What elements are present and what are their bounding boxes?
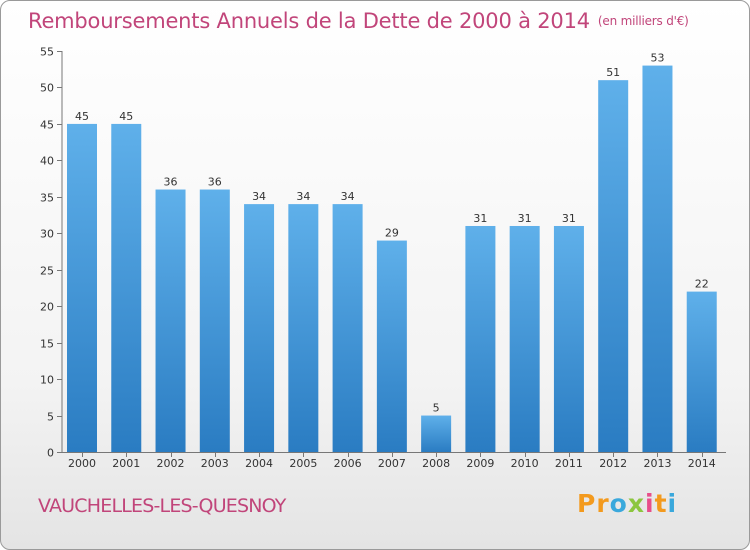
value-label-2002: 36 — [164, 176, 178, 189]
value-label-2010: 31 — [518, 212, 532, 225]
value-label-2011: 31 — [562, 212, 576, 225]
proxiti-logo: Proxiti — [577, 489, 677, 518]
value-label-2003: 36 — [208, 176, 222, 189]
value-label-2004: 34 — [252, 190, 266, 203]
value-label-2000: 45 — [75, 110, 89, 123]
y-tick-label-5: 5 — [47, 411, 54, 424]
bars-group: 45 45 36 36 34 34 34 29 5 31 31 31 51 53 22 — [67, 52, 717, 452]
y-tick-label-45: 45 — [40, 119, 54, 132]
chart-title: Remboursements Annuels de la Dette de 20… — [28, 9, 689, 33]
bar-2002 — [155, 189, 186, 452]
value-label-2012: 51 — [606, 66, 620, 79]
y-tick-label-10: 10 — [40, 374, 54, 387]
y-tick-label-30: 30 — [40, 228, 54, 241]
y-tick-label-55: 55 — [40, 46, 54, 59]
value-label-2014: 22 — [695, 278, 709, 291]
y-tick-label-0: 0 — [47, 447, 54, 460]
value-label-2007: 29 — [385, 227, 399, 240]
logo-part: i — [644, 489, 655, 518]
x-tick-label-2010: 2010 — [511, 457, 539, 470]
bar-2011 — [553, 225, 584, 452]
logo-part: o — [609, 489, 628, 518]
y-tick-label-40: 40 — [40, 155, 54, 168]
x-tick-label-2002: 2002 — [157, 457, 185, 470]
logo-part: i — [667, 489, 678, 518]
bar-2008 — [421, 415, 452, 452]
chart-unit: (en milliers d'€) — [597, 14, 689, 28]
commune-name: VAUCHELLES-LES-QUESNOY — [38, 495, 286, 517]
bar-2012 — [598, 80, 629, 452]
bar-2014 — [686, 291, 717, 452]
value-label-2013: 53 — [650, 52, 664, 65]
bar-2013 — [642, 65, 673, 452]
bar-2009 — [465, 225, 496, 452]
x-tick-label-2008: 2008 — [422, 457, 450, 470]
value-label-2001: 45 — [119, 110, 133, 123]
value-label-2009: 31 — [473, 212, 487, 225]
y-tick-label-15: 15 — [40, 338, 54, 351]
x-tick-label-2014: 2014 — [688, 457, 716, 470]
bar-2004 — [244, 204, 275, 452]
y-tick-label-20: 20 — [40, 301, 54, 314]
bar-2003 — [199, 189, 230, 452]
x-tick-label-2005: 2005 — [289, 457, 317, 470]
x-tick-label-2004: 2004 — [245, 457, 273, 470]
value-label-2008: 5 — [433, 402, 440, 415]
logo-part: x — [627, 489, 645, 518]
bar-2005 — [288, 204, 319, 452]
y-axis: 0 5 10 15 20 25 30 35 40 45 50 55 — [40, 46, 63, 460]
chart-title-text: Remboursements Annuels de la Dette de 20… — [28, 9, 590, 33]
x-tick-label-2000: 2000 — [68, 457, 96, 470]
x-tick-label-2013: 2013 — [643, 457, 671, 470]
value-label-2006: 34 — [341, 190, 355, 203]
x-tick-label-2012: 2012 — [599, 457, 627, 470]
x-tick-label-2006: 2006 — [334, 457, 362, 470]
logo-part: t — [654, 489, 668, 518]
bar-2001 — [111, 123, 142, 452]
bar-2010 — [509, 225, 540, 452]
y-tick-label-35: 35 — [40, 192, 54, 205]
y-tick-label-25: 25 — [40, 265, 54, 278]
logo-part: Pr — [577, 489, 610, 518]
x-tick-label-2001: 2001 — [112, 457, 140, 470]
x-axis: 2000 2001 2002 2003 2004 2005 2006 2007 2008 2009… — [62, 452, 726, 470]
value-label-2005: 34 — [296, 190, 310, 203]
bar-2007 — [376, 240, 407, 452]
x-tick-label-2009: 2009 — [466, 457, 494, 470]
y-tick-label-50: 50 — [40, 82, 54, 95]
x-tick-label-2003: 2003 — [201, 457, 229, 470]
x-tick-label-2011: 2011 — [555, 457, 583, 470]
x-tick-label-2007: 2007 — [378, 457, 406, 470]
bar-2000 — [67, 123, 97, 452]
bar-2006 — [332, 204, 363, 452]
